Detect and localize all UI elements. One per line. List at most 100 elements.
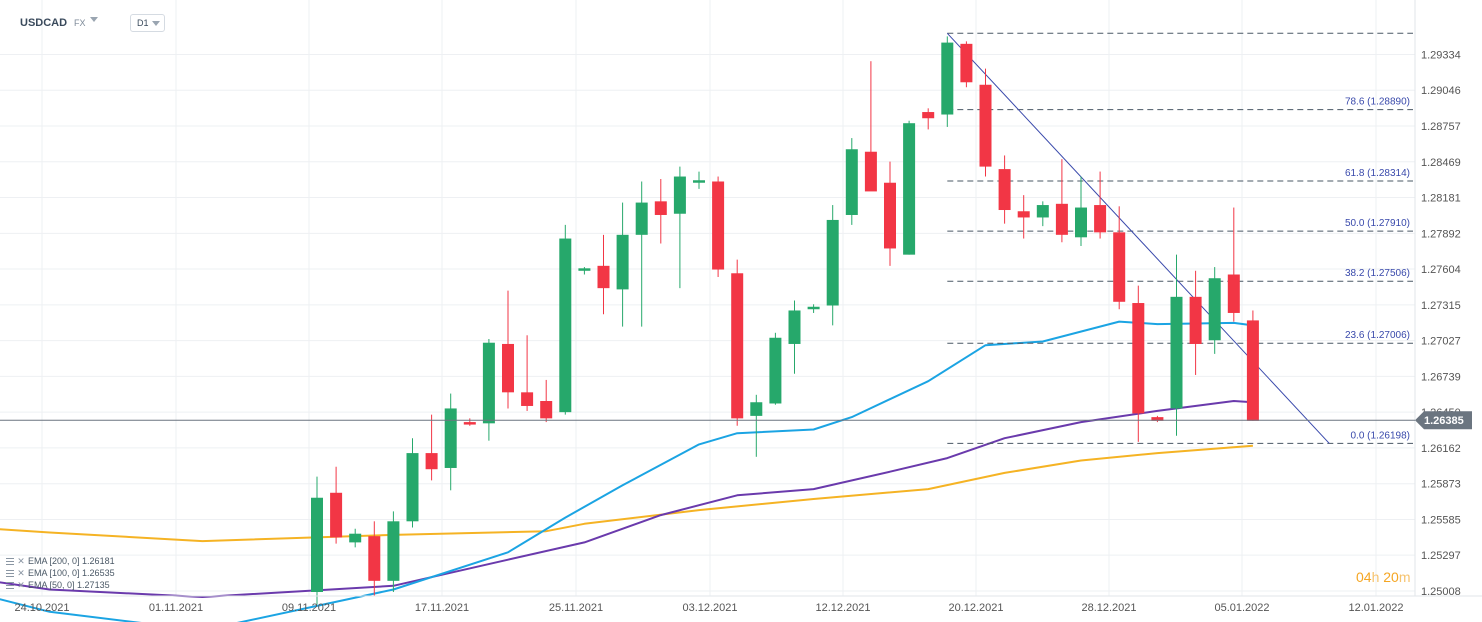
candle-body [559,238,572,413]
candle-bearish[interactable] [922,108,935,130]
candle-bearish[interactable] [712,176,725,277]
candle-bearish[interactable] [425,414,438,481]
candle-bullish[interactable] [635,181,648,327]
x-tick-label: 12.01.2022 [1348,602,1403,614]
candle-bullish[interactable] [769,332,782,405]
chevron-down-icon[interactable] [90,17,98,22]
candle-body [502,343,514,393]
candle-bearish[interactable] [463,418,476,426]
candle-bearish[interactable] [731,259,744,426]
close-icon[interactable]: ✕ [17,556,25,566]
settings-icon[interactable] [6,569,14,577]
symbol-label[interactable]: USDCAD [20,17,68,29]
candle-body [903,123,916,255]
candle-bullish[interactable] [693,171,705,189]
trendline[interactable] [946,32,1330,444]
candle-bearish[interactable] [1094,171,1107,239]
candle-bearish[interactable] [502,290,514,409]
candle-bearish[interactable] [1189,270,1202,375]
y-tick-label: 1.25297 [1421,550,1461,562]
fibonacci-retracement[interactable]: 78.6 (1.28890) 61.8 (1.28314) 50.0 (1.2791… [946,32,1413,444]
y-tick-label: 1.29334 [1421,50,1461,62]
close-icon[interactable]: ✕ [17,580,25,590]
candle-bearish[interactable] [597,234,610,315]
candle-body [311,497,323,592]
legend-item-ema50[interactable]: ✕ EMA [50, 0] 1.27135 [6,579,115,591]
candle-bullish[interactable] [1036,201,1049,227]
settings-icon[interactable] [6,557,14,565]
candle-bearish[interactable] [1246,310,1259,421]
candle-bullish[interactable] [673,166,686,289]
fib-level-label: 78.6 (1.28890) [1345,97,1410,108]
candle-bullish[interactable] [1075,176,1087,246]
candle-body [406,453,419,522]
candle-bullish[interactable] [1208,267,1221,354]
current-price-tag [1415,411,1472,430]
countdown-minutes: 20 [1383,569,1399,585]
candle-bearish[interactable] [979,68,992,177]
candle-body [1227,274,1240,313]
candle-body [941,42,954,115]
candle-bullish[interactable] [616,202,629,327]
candle-body [1246,320,1259,421]
candle-bullish[interactable] [788,300,801,374]
close-icon[interactable]: ✕ [17,568,25,578]
candle-bearish[interactable] [864,61,877,192]
countdown-h-unit: h [1371,569,1380,585]
candle-body [349,533,362,543]
candle-bearish[interactable] [1151,415,1164,423]
current-price-label: 1.26385 [1424,415,1464,427]
candle-bullish[interactable] [941,36,954,127]
fib-level-label: 38.2 (1.27506) [1345,268,1410,279]
candle-bullish[interactable] [482,338,495,441]
candle-bearish[interactable] [330,466,343,544]
y-tick-label: 1.25008 [1421,586,1461,598]
candle-bullish[interactable] [750,394,763,457]
candle-body [960,43,973,83]
timeframe-dropdown[interactable]: D1 [130,14,165,32]
settings-icon[interactable] [6,581,14,589]
legend-name: EMA [100, 0] [28,568,80,578]
candle-bearish[interactable] [521,335,534,411]
candle-bearish[interactable] [1113,206,1126,310]
candle-bearish[interactable] [1227,207,1240,322]
candle-bearish[interactable] [1017,195,1030,239]
candle-bearish[interactable] [884,161,896,266]
candle-body [635,202,648,235]
candle-bearish[interactable] [1132,285,1145,442]
candle-bullish[interactable] [559,224,572,415]
candle-bullish[interactable] [406,438,419,528]
candle-bullish[interactable] [1170,254,1183,436]
candle-bullish[interactable] [845,138,858,225]
legend-item-ema200[interactable]: ✕ EMA [200, 0] 1.26181 [6,555,115,567]
candle-bullish[interactable] [349,528,362,548]
candle-bearish[interactable] [1055,159,1068,243]
candle-body [463,422,476,425]
candle-body [1017,211,1030,218]
y-tick-label: 1.27892 [1421,228,1461,240]
x-tick-label: 09.11.2021 [282,602,336,614]
candle-bearish[interactable] [654,179,667,244]
candle-bullish[interactable] [578,267,591,275]
candles[interactable] [311,36,1259,605]
candle-bullish[interactable] [807,304,820,313]
candle-body [750,402,763,416]
legend-item-ema100[interactable]: ✕ EMA [100, 0] 1.26535 [6,567,115,579]
candle-bullish[interactable] [826,205,839,326]
candle-bullish[interactable] [387,511,400,592]
candle-bearish[interactable] [998,155,1011,224]
market-label: FX [74,18,86,28]
candle-body [1189,296,1202,344]
candle-bullish[interactable] [311,476,323,605]
candle-body [368,536,381,581]
candle-bearish[interactable] [368,521,381,596]
candle-body [864,151,877,192]
legend-value: 1.26535 [82,568,115,578]
candle-bearish[interactable] [540,379,553,423]
candle-bearish[interactable] [960,41,973,88]
candle-bullish[interactable] [903,120,916,255]
grid [0,0,1415,596]
candle-bullish[interactable] [444,393,457,491]
